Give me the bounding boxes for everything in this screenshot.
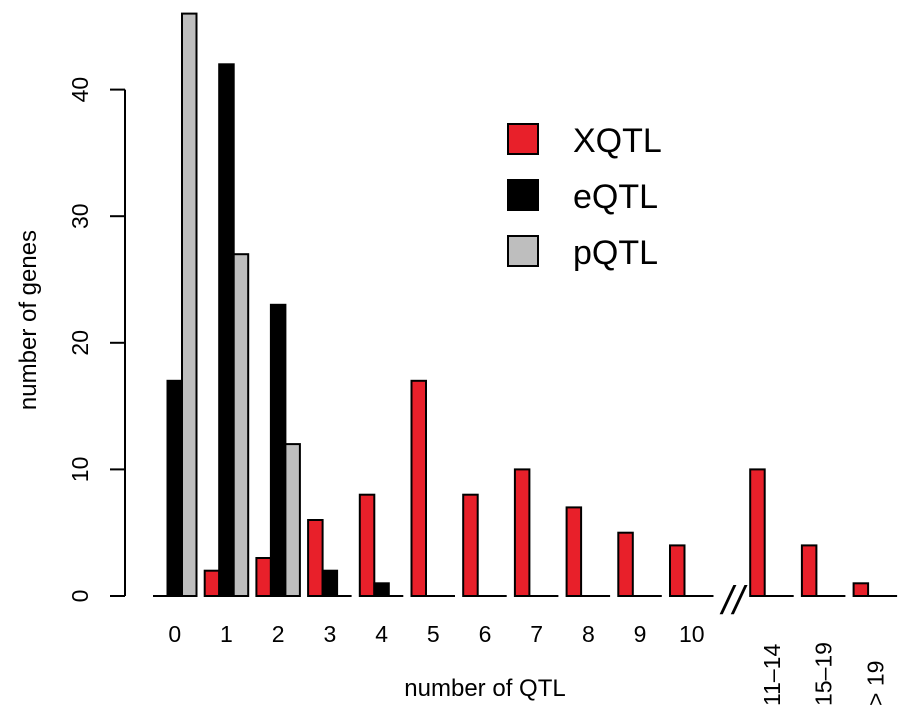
x-tick-label: 2 [272, 621, 285, 647]
x-axis-title: number of QTL [404, 675, 565, 702]
bar-pQTL-1 [232, 253, 250, 597]
x-tick-label: 1 [220, 621, 233, 647]
bar-XQTL-> 19 [852, 582, 870, 597]
bar-XQTL-7 [513, 468, 531, 597]
x-tick-label: 5 [427, 621, 440, 647]
x-tick-label: 3 [324, 621, 337, 647]
bar-XQTL-3 [307, 519, 324, 597]
x-tick-label: 8 [582, 621, 595, 647]
x-tick-label: 6 [479, 621, 492, 647]
x-tick-label: 10 [679, 621, 705, 647]
bar-XQTL-2 [255, 557, 272, 597]
bar-XQTL-9 [617, 531, 634, 598]
bar-XQTL-15–19 [800, 544, 818, 598]
y-axis-title: number of genes [15, 230, 42, 410]
x-tick-label: 0 [168, 621, 181, 647]
bar-eQTL-4 [373, 582, 390, 597]
legend-label-XQTL: XQTL [573, 122, 662, 160]
legend-swatch-XQTL [507, 123, 539, 155]
y-axis: 0 10 20 30 40 [67, 77, 126, 603]
bars-layer [153, 12, 898, 598]
legend-swatch-eQTL [507, 179, 539, 211]
bar-XQTL-10 [669, 544, 686, 598]
axis-break-symbol: // [719, 579, 748, 623]
x-tick-label: 7 [530, 621, 543, 647]
bar-eQTL-2 [269, 303, 287, 597]
bar-XQTL-4 [358, 493, 376, 598]
bar-pQTL-2 [284, 443, 301, 597]
y-tick-label: 30 [67, 203, 93, 229]
bar-eQTL-1 [218, 63, 235, 598]
y-tick-label: 10 [67, 457, 93, 483]
y-tick-label: 20 [67, 330, 93, 356]
bar-XQTL-1 [203, 569, 221, 598]
x-tick-label: 4 [375, 621, 388, 647]
bar-XQTL-11–14 [749, 468, 766, 597]
legend-label-pQTL: pQTL [573, 234, 658, 272]
bar-XQTL-6 [462, 493, 479, 598]
legend: XQTL eQTL pQTL [507, 122, 662, 272]
legend-swatch-pQTL [507, 235, 539, 267]
bar-pQTL-0 [181, 12, 198, 598]
y-tick-label: 0 [67, 590, 93, 603]
y-tick-label: 40 [67, 77, 93, 103]
x-tick-labels: 0 1 2 3 4 5 6 7 8 9 10 11–14 15–19 > 19 [168, 621, 888, 706]
x-tick-label: 15–19 [811, 642, 837, 706]
x-tick-label: > 19 [862, 661, 888, 706]
bar-eQTL-3 [321, 569, 339, 598]
x-tick-label: 11–14 [759, 644, 785, 706]
x-tick-label: 9 [634, 621, 647, 647]
bar-eQTL-0 [166, 379, 183, 597]
legend-label-eQTL: eQTL [573, 178, 658, 216]
bar-XQTL-5 [410, 379, 427, 597]
bar-XQTL-8 [565, 506, 583, 597]
axis-break-marker: // [719, 579, 748, 623]
